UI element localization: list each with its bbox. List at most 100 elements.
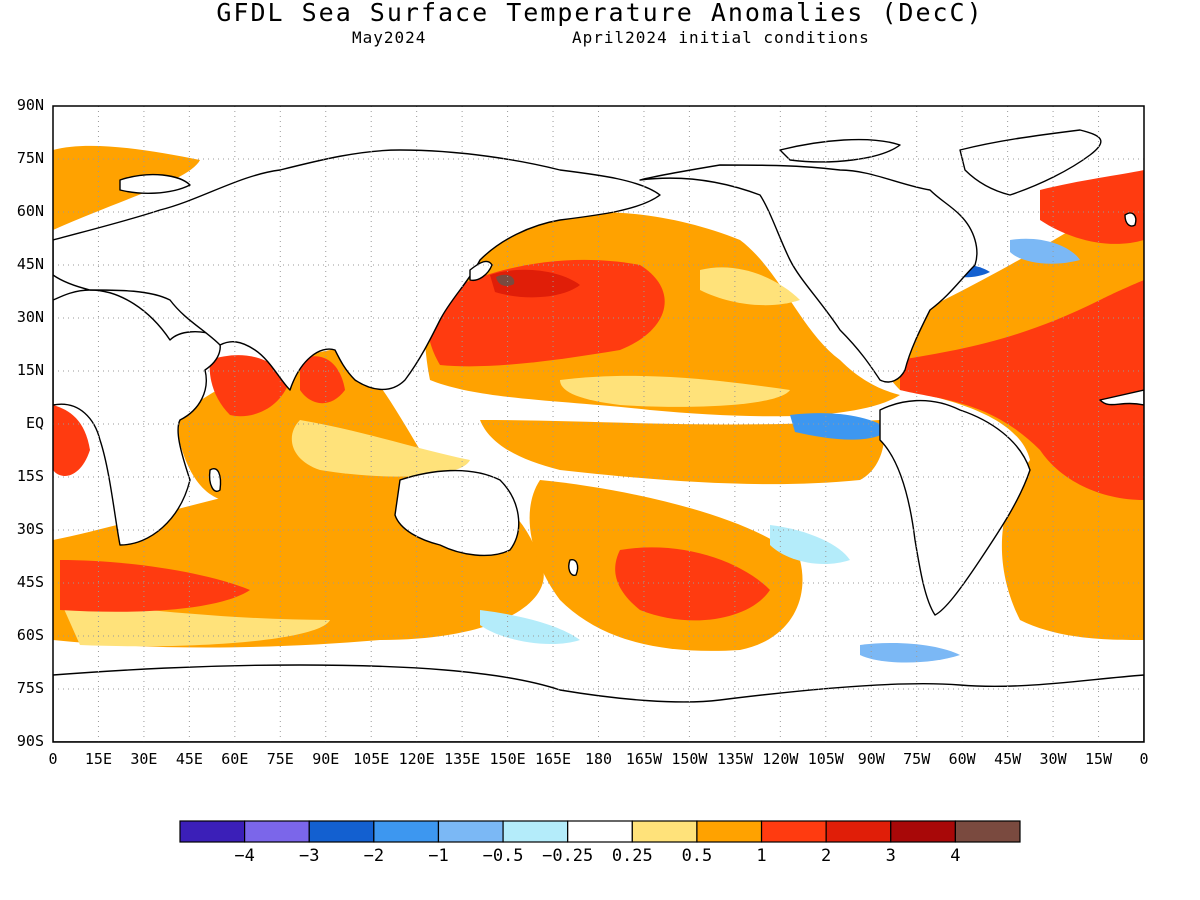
extreme-anomaly	[496, 274, 515, 286]
graticule-grid	[53, 106, 1144, 742]
latitude-tick-label: 45S	[16, 573, 44, 591]
colorbar-swatch	[760, 820, 827, 843]
strong-anomaly-area	[60, 560, 250, 612]
greenland-landmass	[959, 129, 1102, 196]
madagascar-island	[208, 468, 222, 492]
longitude-tick-label: 45W	[994, 750, 1022, 768]
latitude-tick-label: EQ	[25, 414, 44, 432]
land-masses	[53, 129, 1144, 742]
strong-anomaly-area	[427, 259, 665, 367]
colorbar-swatch	[825, 820, 892, 843]
negative-anomaly	[1010, 238, 1080, 264]
arctic-islands	[779, 138, 901, 163]
longitude-tick-label: 120E	[398, 750, 435, 768]
colorbar-tick-label: −0.25	[542, 846, 594, 866]
strong-anomaly-area	[900, 280, 1144, 500]
weak-anomaly-band	[560, 375, 790, 407]
plot-frame	[52, 105, 1145, 743]
latitude-tick-label: 60N	[16, 202, 44, 220]
africa-landmass	[53, 289, 221, 546]
colorbar-swatch	[373, 820, 440, 843]
antarctica-landmass	[53, 664, 1144, 742]
negative-anomaly	[860, 643, 960, 663]
negative-anomaly	[770, 525, 850, 565]
longitude-tick-label: 60W	[948, 750, 976, 768]
latitude-tick-label: 15N	[16, 361, 44, 379]
colorbar-swatch	[696, 820, 763, 843]
latitude-tick-label: 60S	[16, 626, 44, 644]
negative-anomaly	[790, 413, 890, 440]
colorbar-swatch	[179, 820, 246, 843]
longitude-tick-label: 135W	[716, 750, 753, 768]
arctic-islands	[119, 173, 191, 194]
colorbar-tick-label: 1	[756, 846, 767, 866]
longitude-tick-label: 45E	[175, 750, 203, 768]
longitude-tick-label: 90E	[312, 750, 340, 768]
colorbar	[179, 820, 1021, 843]
australia-landmass	[394, 469, 520, 557]
weak-anomaly-band	[700, 267, 800, 306]
latitude-tick-label: 75N	[16, 149, 44, 167]
colorbar-tick-label: −3	[298, 846, 320, 866]
anomaly-field-hot	[490, 269, 580, 298]
colorbar-swatch	[890, 820, 956, 843]
latitude-tick-label: 15S	[16, 467, 44, 485]
south-america-landmass	[879, 399, 1031, 616]
colorbar-tick-label: 2	[821, 846, 832, 866]
chart-subtitle-month: May2024	[352, 28, 427, 47]
longitude-tick-label: 165E	[534, 750, 572, 768]
latitude-tick-label: 30S	[16, 520, 44, 538]
colorbar-swatch	[567, 820, 633, 843]
colorbar-swatch	[308, 820, 375, 843]
latitude-tick-label: 90N	[16, 96, 44, 114]
colorbar-swatch	[631, 820, 698, 843]
longitude-tick-label: 90W	[857, 750, 885, 768]
longitude-tick-label: 75W	[903, 750, 931, 768]
longitude-tick-label: 135E	[444, 750, 481, 768]
colorbar-tick-label: 0.25	[611, 846, 653, 866]
strong-anomaly-area	[53, 405, 90, 476]
colorbar-swatch	[502, 820, 569, 843]
longitude-tick-label: 120W	[762, 750, 799, 768]
colorbar-tick-label: −0.5	[482, 846, 524, 866]
longitude-tick-label: 0	[1139, 750, 1149, 768]
colorbar-swatch	[437, 820, 504, 843]
colorbar-tick-label: −1	[428, 846, 449, 866]
colorbar-swatch	[954, 820, 1021, 843]
colorbar-tick-label: −2	[363, 846, 385, 866]
strong-anomaly-area	[1040, 170, 1144, 244]
eurasia-landmass	[53, 149, 661, 391]
very-strong-anomaly	[490, 269, 580, 298]
longitude-tick-label: 60E	[221, 750, 249, 768]
colorbar-tick-label: −4	[234, 846, 255, 866]
longitude-tick-label: 75E	[266, 750, 294, 768]
africa-landmass	[1099, 389, 1144, 406]
longitude-tick-label: 15W	[1084, 750, 1113, 768]
longitude-tick-label: 0	[48, 750, 58, 768]
longitude-tick-label: 150W	[671, 750, 708, 768]
chart-subtitle-init: April2024 initial conditions	[572, 28, 870, 47]
japan-island	[469, 260, 493, 282]
strong-anomaly-area	[615, 547, 770, 621]
longitude-tick-label: 15E	[84, 750, 112, 768]
longitude-tick-label: 30E	[130, 750, 158, 768]
north-america-landmass	[639, 164, 978, 383]
anomaly-field-cool	[480, 238, 1080, 663]
longitude-tick-label: 105E	[353, 750, 390, 768]
latitude-tick-label: 75S	[16, 679, 44, 697]
longitude-tick-label: 105W	[807, 750, 844, 768]
colorbar-tick-label: 4	[950, 846, 961, 866]
longitude-tick-label: 150E	[489, 750, 526, 768]
colorbar-swatch	[244, 820, 310, 843]
latitude-tick-label: 90S	[16, 732, 44, 750]
longitude-tick-label: 30W	[1039, 750, 1067, 768]
latitude-tick-label: 30N	[16, 308, 44, 326]
uk-island	[1124, 212, 1137, 227]
strong-anomaly-area	[209, 355, 290, 417]
longitude-tick-label: 165W	[625, 750, 663, 768]
negative-anomaly	[480, 610, 580, 645]
colorbar-tick-label: 0.5	[681, 846, 713, 866]
colorbar-tick-label: 3	[885, 846, 896, 866]
anomaly-field-strong	[53, 170, 1144, 621]
